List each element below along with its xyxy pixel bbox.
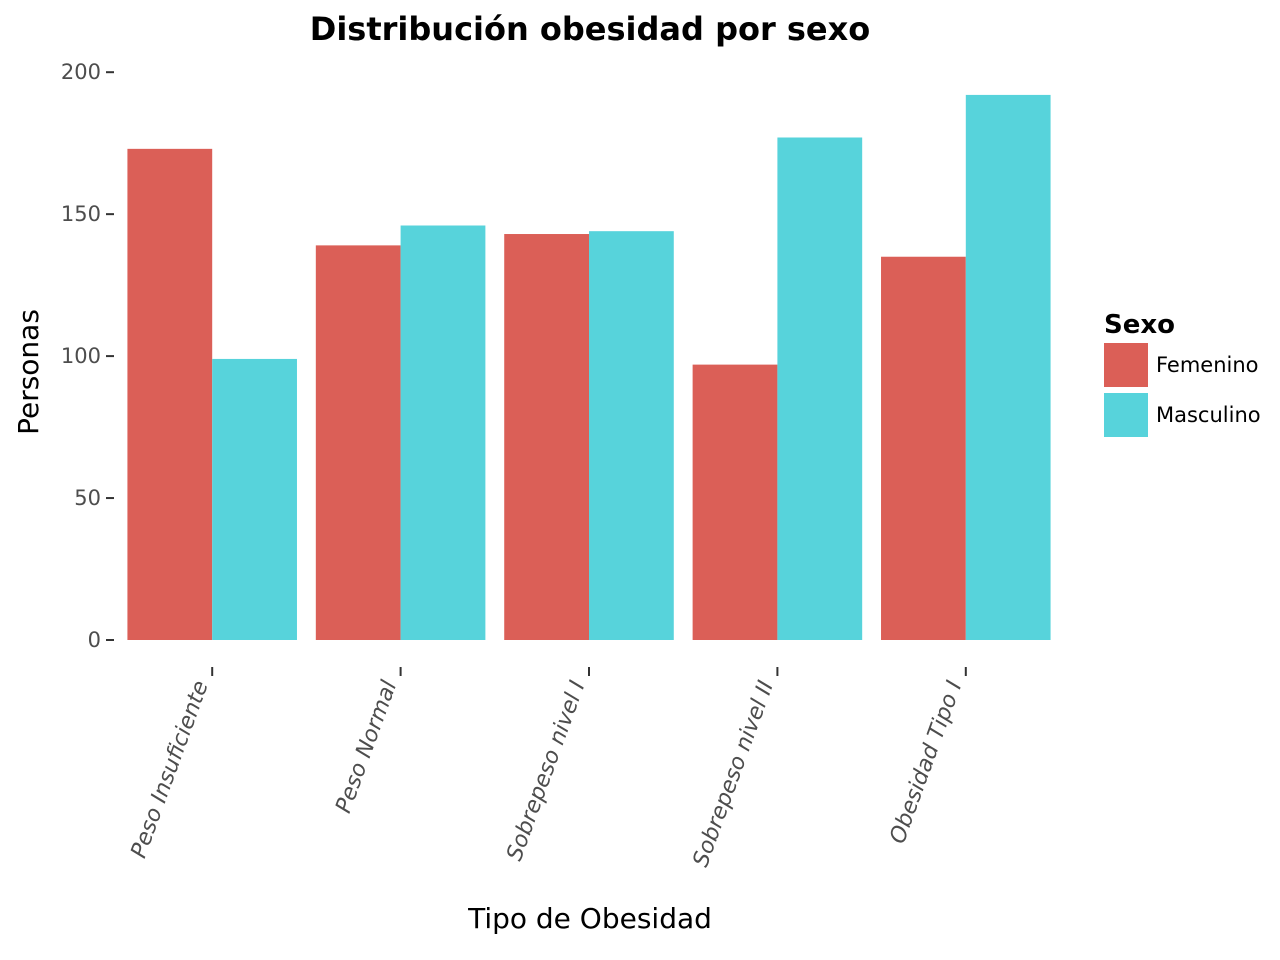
x-tick-label: Peso Normal: [331, 678, 402, 817]
bar-femenino-3: [504, 234, 589, 640]
bar-femenino-5: [881, 256, 966, 640]
y-tick-label: 0: [88, 628, 101, 652]
chart-title: Distribución obesidad por sexo: [310, 10, 871, 48]
bar-femenino-1: [127, 148, 213, 640]
bar-masculino-4: [777, 137, 863, 640]
bar-masculino-1: [212, 358, 297, 640]
x-tick-label: Obesidad Tipo I: [885, 678, 967, 847]
x-axis-title: Tipo de Obesidad: [467, 902, 712, 935]
y-axis-title: Personas: [12, 309, 45, 435]
bar-masculino-5: [965, 94, 1051, 640]
bar-masculino-2: [400, 225, 486, 640]
legend-swatch-masculino: [1104, 393, 1148, 437]
x-axis: Peso Insuficiente Peso Normal Sobrepeso ni…: [127, 667, 967, 871]
legend-title: Sexo: [1104, 310, 1175, 340]
x-tick-label: Sobrepeso nivel I: [502, 678, 590, 865]
legend-label-masculino: Masculino: [1156, 403, 1261, 427]
x-tick-label: Sobrepeso nivel II: [688, 678, 779, 871]
bar-femenino-2: [315, 245, 401, 640]
bar-femenino-4: [692, 364, 778, 640]
bar-masculino-3: [589, 231, 674, 640]
y-axis: 0 50 100 150 200: [61, 60, 114, 652]
legend-label-femenino: Femenino: [1156, 353, 1259, 377]
y-tick-label: 200: [61, 60, 101, 84]
legend: Sexo Femenino Masculino: [1104, 310, 1261, 437]
x-tick-label: Peso Insuficiente: [127, 678, 214, 862]
legend-swatch-femenino: [1104, 343, 1148, 387]
bars-group: [127, 94, 1051, 640]
y-tick-label: 150: [61, 202, 101, 226]
y-tick-label: 100: [61, 344, 101, 368]
y-tick-label: 50: [74, 486, 101, 510]
